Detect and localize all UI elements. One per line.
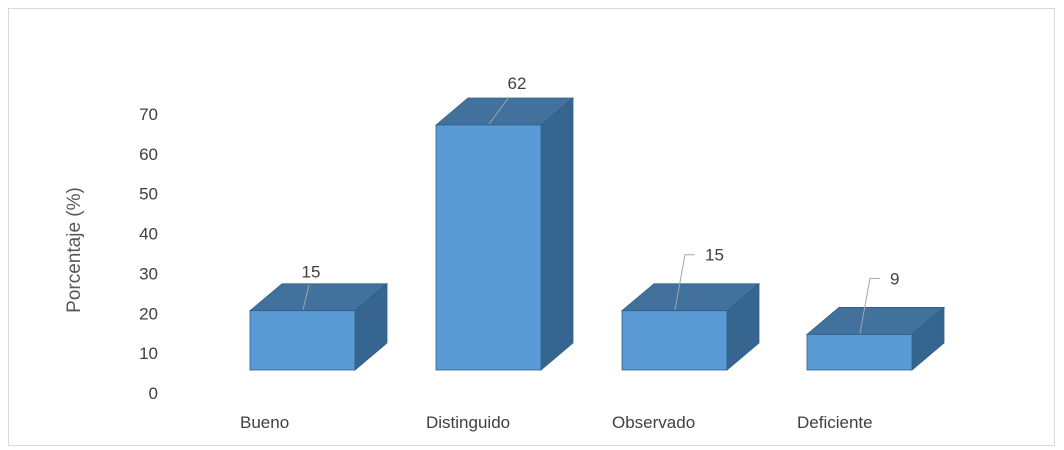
data-label: 15 bbox=[705, 246, 724, 265]
bar-front-face bbox=[621, 310, 728, 371]
y-tick-label: 30 bbox=[139, 264, 158, 283]
leader-line bbox=[488, 96, 510, 125]
y-tick-label: 20 bbox=[139, 304, 158, 323]
y-tick-label: 40 bbox=[139, 225, 158, 244]
bar-side-face bbox=[540, 97, 574, 371]
x-category-label: Distinguido bbox=[426, 413, 510, 432]
x-category-label: Bueno bbox=[240, 413, 289, 432]
x-axis: Bueno Distinguido Observado Deficiente bbox=[240, 413, 873, 432]
bar-distinguido bbox=[434, 97, 575, 371]
data-label: 9 bbox=[890, 269, 899, 288]
y-axis-title: Porcentaje (%) bbox=[64, 187, 85, 313]
y-tick-label: 10 bbox=[139, 344, 158, 363]
x-category-label: Deficiente bbox=[797, 413, 873, 432]
y-tick-label: 70 bbox=[139, 105, 158, 124]
data-label-group: 9 bbox=[859, 269, 899, 334]
bar-front-face bbox=[435, 124, 542, 371]
bars bbox=[248, 97, 946, 371]
data-label: 62 bbox=[508, 74, 527, 93]
y-tick-label: 60 bbox=[139, 145, 158, 164]
x-category-label: Observado bbox=[612, 413, 695, 432]
data-labels: 15 62 15 9 bbox=[302, 74, 899, 334]
y-axis: 0 10 20 30 40 50 60 70 bbox=[139, 105, 158, 403]
data-label-group: 62 bbox=[488, 74, 527, 125]
data-label-group: 15 bbox=[674, 246, 724, 310]
bar-front-face bbox=[249, 310, 356, 371]
bar-observado bbox=[620, 282, 761, 371]
leader-line bbox=[674, 254, 695, 310]
bar-front-face bbox=[806, 334, 913, 371]
bar-deficiente bbox=[805, 306, 946, 371]
y-tick-label: 0 bbox=[149, 384, 158, 403]
data-label-group: 15 bbox=[302, 263, 321, 310]
data-label: 15 bbox=[302, 263, 321, 282]
y-tick-label: 50 bbox=[139, 185, 158, 204]
leader-line bbox=[859, 277, 880, 334]
bar-bueno bbox=[248, 282, 389, 371]
leader-line bbox=[302, 284, 310, 310]
